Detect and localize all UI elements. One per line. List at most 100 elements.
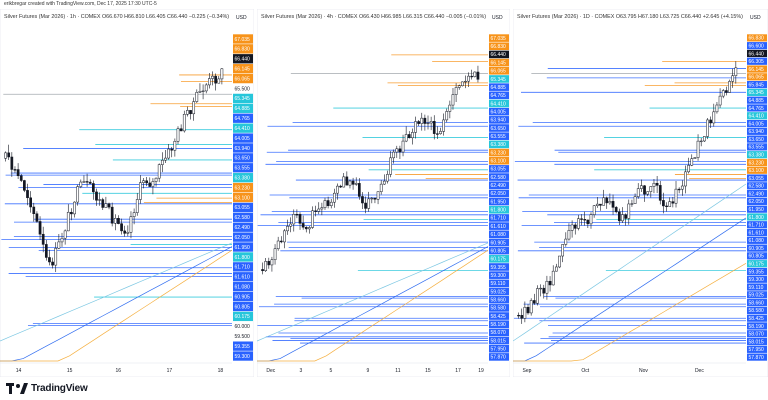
price-label: 62.050 [235, 235, 251, 241]
candle-body [555, 266, 558, 272]
candle-body [314, 210, 317, 212]
candle-body [658, 185, 662, 201]
candle-body [16, 169, 20, 177]
price-label-box [489, 140, 509, 149]
tradingview-logo[interactable]: TradingView [6, 382, 88, 395]
price-label: 60.805 [749, 254, 765, 260]
price-label: 58.425 [491, 314, 507, 320]
price-label: 61.610 [749, 230, 765, 236]
candle-body [345, 176, 349, 186]
price-label-box [489, 34, 509, 42]
price-label: 64.765 [749, 106, 765, 112]
price-label-box [489, 132, 509, 140]
price-label-box [747, 322, 767, 330]
price-label: 64.885 [749, 98, 765, 104]
tradingview-logo-text: TradingView [31, 383, 88, 394]
candle-body [636, 188, 640, 197]
price-label: 63.230 [749, 160, 765, 166]
candle-body [706, 119, 709, 137]
candle-body [154, 177, 158, 182]
candle-body [48, 257, 51, 263]
candle-body [60, 237, 64, 243]
candle-body [320, 207, 324, 210]
price-label-box [489, 263, 509, 271]
chart-title-4h: Silver Futures (Mar 2026) · 4h · COMEX O… [261, 14, 487, 20]
candle-body [57, 241, 61, 249]
candle-body [592, 205, 596, 215]
chart-panel-1d[interactable]: USD 66.830 66.600 66.440 66.305 66.145 66.065 6… [513, 9, 768, 377]
candle-body [379, 183, 383, 192]
candle-body [336, 185, 339, 194]
candle-body [423, 117, 427, 124]
price-label: 66.440 [235, 57, 251, 63]
chart-panel-4h[interactable]: USD 67.035 66.830 66.440 66.145 66.065 65.345 6… [257, 9, 510, 377]
candle-body [398, 148, 402, 153]
candle-body [595, 203, 599, 207]
price-label-box [489, 320, 509, 328]
candle-body [718, 95, 722, 106]
price-label: 61.950 [491, 199, 507, 205]
candle-body [326, 200, 330, 206]
time-tick-label: Sep [523, 368, 532, 374]
price-label-box [233, 252, 253, 262]
price-label-box [489, 116, 509, 124]
price-label: 63.650 [491, 126, 507, 132]
price-label: 59.110 [491, 281, 506, 287]
chart-canvas-1d[interactable]: USD66.83066.60066.44066.30566.14566.0656… [513, 9, 768, 377]
price-label: 63.055 [749, 176, 765, 182]
candle-body [454, 87, 458, 95]
time-tick-label: 17 [455, 368, 461, 374]
candle-body [529, 300, 533, 314]
candle-body [545, 280, 549, 294]
chart-title-1d: Silver Futures (Mar 2026) · 1D · COMEX O… [517, 14, 743, 20]
price-label: 61.610 [491, 224, 507, 230]
price-label-box [747, 353, 767, 361]
price-label-box [233, 222, 253, 232]
price-label-box [489, 148, 509, 157]
price-label-box [747, 283, 767, 291]
price-label: 61.950 [235, 245, 251, 251]
candle-body [411, 132, 414, 139]
price-label-box [489, 205, 509, 214]
price-label: 63.055 [491, 167, 507, 173]
price-label-box [747, 213, 767, 221]
price-label-box [233, 311, 253, 322]
price-label-box [489, 91, 509, 100]
moving-average-line [513, 217, 747, 362]
price-label-box [747, 291, 767, 299]
chart-panel-1h[interactable]: USD 67.035 66.830 66.440 66.145 66.065 65.500 6… [0, 9, 254, 377]
price-label-box [489, 295, 509, 304]
price-label-box [747, 127, 767, 135]
candle-body [317, 208, 321, 212]
price-label-box [747, 135, 767, 143]
price-label: 60.805 [235, 304, 251, 310]
candle-body [329, 201, 333, 206]
candle-body [561, 244, 565, 257]
candle-body [674, 188, 678, 204]
chart-canvas-1h[interactable]: USD 67.035 66.830 66.440 66.145 66.065 65.500 6… [0, 9, 254, 377]
attribution-header: erikbregar created with TradingView.com,… [4, 1, 157, 7]
candle-body [123, 230, 127, 234]
candle-body [98, 199, 101, 201]
price-label: 66.830 [491, 44, 507, 50]
candle-body [476, 71, 480, 80]
price-label: 62.050 [491, 191, 507, 197]
footer-bar: TradingView [0, 377, 768, 400]
candle-body [548, 280, 552, 286]
candle-body [551, 270, 555, 286]
price-label: 62.490 [749, 191, 765, 197]
candle-body [308, 227, 311, 230]
price-label: 65.345 [749, 90, 765, 96]
price-label-box [489, 67, 509, 75]
candle-body [348, 180, 352, 186]
moving-average-line [0, 246, 233, 362]
candle-body [699, 140, 703, 143]
price-label: 64.765 [235, 116, 251, 122]
candle-body [201, 90, 205, 92]
candle-body [731, 75, 735, 82]
price-label-box [747, 112, 767, 120]
candle-body [617, 211, 621, 222]
candle-body [88, 181, 92, 184]
chart-canvas-4h[interactable]: USD 67.035 66.830 66.440 66.145 66.065 65.345 6… [257, 9, 510, 377]
time-tick-label: 15 [425, 368, 431, 374]
